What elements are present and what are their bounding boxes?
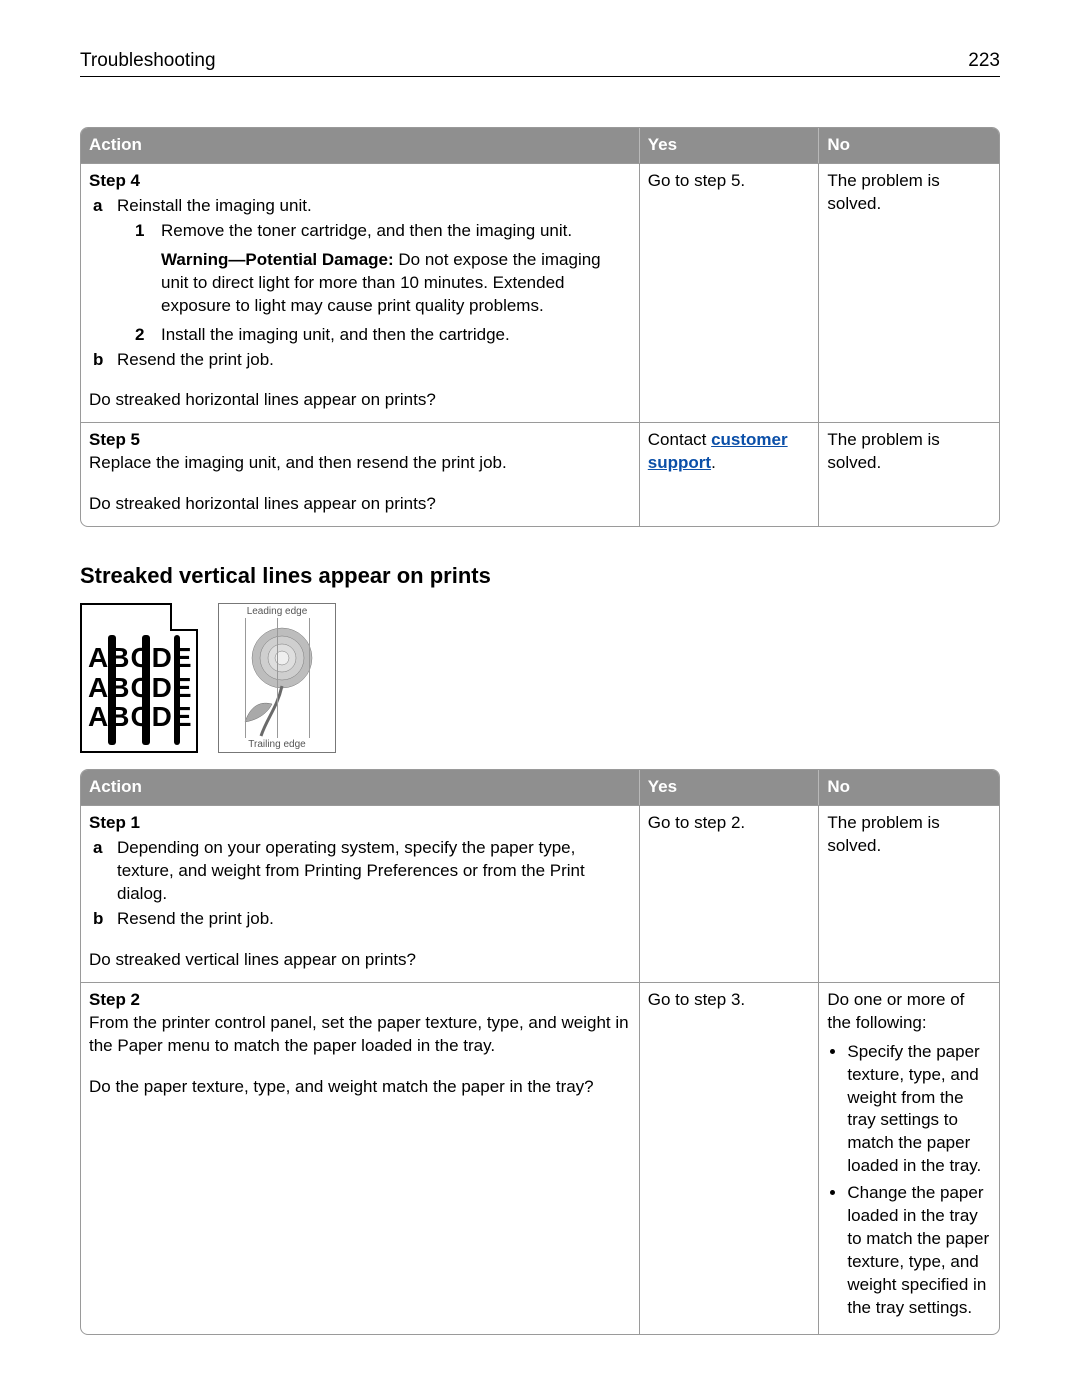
section-title: Streaked vertical lines appear on prints <box>80 563 1000 589</box>
list-marker: a <box>93 837 102 860</box>
step-body: From the printer control panel, set the … <box>89 1012 631 1058</box>
troubleshoot-table-1: Action Yes No Step 4 a Reinstall the ima… <box>80 127 1000 527</box>
step-label: Step 2 <box>89 989 631 1012</box>
streak-sample-icon: ABCDE ABCDE ABCDE <box>80 603 198 753</box>
trailing-edge-label: Trailing edge <box>219 739 335 750</box>
table-row: Step 4 a Reinstall the imaging unit. 1 R… <box>81 163 999 422</box>
list-marker: 1 <box>135 220 144 243</box>
action-cell: Step 2 From the printer control panel, s… <box>81 982 640 1334</box>
table-row: Step 1 a Depending on your operating sys… <box>81 805 999 982</box>
no-cell: The problem is solved. <box>819 163 999 422</box>
list-item: a Depending on your operating system, sp… <box>113 837 631 906</box>
table-row: Step 5 Replace the imaging unit, and the… <box>81 422 999 526</box>
no-cell: Do one or more of the following: Specify… <box>819 982 999 1334</box>
running-header: Troubleshooting 223 <box>80 50 1000 77</box>
list-marker: b <box>93 908 103 931</box>
list-text: Reinstall the imaging unit. <box>117 196 312 215</box>
table-row: Step 2 From the printer control panel, s… <box>81 982 999 1334</box>
list-text: Depending on your operating system, spec… <box>117 838 585 903</box>
page: Troubleshooting 223 Action Yes No Step 4… <box>0 0 1080 1395</box>
action-cell: Step 4 a Reinstall the imaging unit. 1 R… <box>81 163 640 422</box>
step-question: Do streaked horizontal lines appear on p… <box>89 493 631 516</box>
list-text: Install the imaging unit, and then the c… <box>161 325 510 344</box>
yes-suffix: . <box>711 453 716 472</box>
list-item: b Resend the print job. <box>113 349 631 372</box>
vertical-streak-icon <box>108 635 116 745</box>
warning-note: Warning—Potential Damage: Do not expose … <box>161 249 631 318</box>
action-cell: Step 5 Replace the imaging unit, and the… <box>81 422 640 526</box>
col-header-yes: Yes <box>640 128 820 163</box>
list-marker: 2 <box>135 324 144 347</box>
page-number: 223 <box>968 50 1000 72</box>
step-question: Do streaked vertical lines appear on pri… <box>89 949 631 972</box>
step-question: Do streaked horizontal lines appear on p… <box>89 389 631 412</box>
step-label: Step 5 <box>89 429 631 452</box>
col-header-action: Action <box>81 128 640 163</box>
illustration-row: ABCDE ABCDE ABCDE Leading edge <box>80 603 1000 753</box>
leading-edge-label: Leading edge <box>219 606 335 617</box>
list-item: 1 Remove the toner cartridge, and then t… <box>157 220 631 318</box>
step-label: Step 1 <box>89 812 631 835</box>
no-intro: Do one or more of the following: <box>827 989 991 1035</box>
yes-cell: Go to step 3. <box>640 982 820 1334</box>
yes-cell: Go to step 2. <box>640 805 820 982</box>
col-header-no: No <box>819 770 999 805</box>
list-text: Resend the print job. <box>117 909 274 928</box>
troubleshoot-table-2: Action Yes No Step 1 a Depending on your… <box>80 769 1000 1335</box>
guide-line <box>309 618 310 738</box>
col-header-action: Action <box>81 770 640 805</box>
yes-cell: Go to step 5. <box>640 163 820 422</box>
guide-line <box>277 618 278 738</box>
warning-label: Warning—Potential Damage: <box>161 250 394 269</box>
section-name: Troubleshooting <box>80 50 216 72</box>
guide-line <box>245 618 246 738</box>
no-cell: The problem is solved. <box>819 422 999 526</box>
col-header-yes: Yes <box>640 770 820 805</box>
list-marker: b <box>93 349 103 372</box>
action-cell: Step 1 a Depending on your operating sys… <box>81 805 640 982</box>
vertical-streak-icon <box>142 635 150 745</box>
step-question: Do the paper texture, type, and weight m… <box>89 1076 631 1099</box>
step-body: Replace the imaging unit, and then resen… <box>89 452 631 475</box>
list-item: Specify the paper texture, type, and wei… <box>847 1041 991 1179</box>
step-label: Step 4 <box>89 170 631 193</box>
yes-prefix: Contact <box>648 430 711 449</box>
list-item: 2 Install the imaging unit, and then the… <box>157 324 631 347</box>
vertical-streak-icon <box>174 635 180 745</box>
leading-trailing-edge-icon: Leading edge Trailing edge <box>218 603 336 753</box>
list-item: Change the paper loaded in the tray to m… <box>847 1182 991 1320</box>
list-text: Resend the print job. <box>117 350 274 369</box>
list-item: b Resend the print job. <box>113 908 631 931</box>
list-marker: a <box>93 195 102 218</box>
list-item: a Reinstall the imaging unit. 1 Remove t… <box>113 195 631 347</box>
list-text: Remove the toner cartridge, and then the… <box>161 221 572 240</box>
no-cell: The problem is solved. <box>819 805 999 982</box>
col-header-no: No <box>819 128 999 163</box>
yes-cell: Contact customer support. <box>640 422 820 526</box>
